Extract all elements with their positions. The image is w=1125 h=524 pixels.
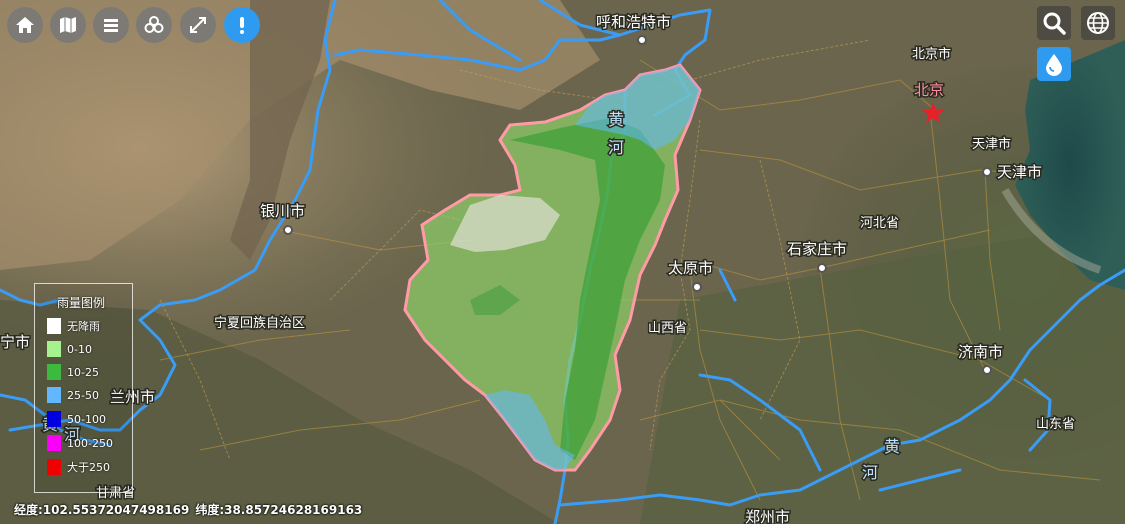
label-hebei: 河北省 — [860, 216, 899, 231]
southeast-plain — [640, 220, 1125, 524]
longitude-readout: 经度:102.55372047498169 — [14, 503, 190, 517]
coordinate-readout: 经度:102.55372047498169 纬度:38.8572462816916… — [14, 501, 368, 518]
legend-label: 大于250 — [67, 461, 110, 474]
bohai-sea — [1015, 40, 1125, 290]
legend-swatch — [47, 364, 61, 380]
legend-label: 50-100 — [67, 412, 106, 426]
legend-label: 无降雨 — [67, 320, 100, 333]
rainfall-button[interactable] — [1037, 47, 1071, 81]
city-marker-shijiazhuang — [817, 263, 827, 273]
label-river-yellow-1: 黄 — [608, 110, 624, 129]
legend-swatch — [47, 459, 61, 475]
heavy-rain-north — [575, 65, 700, 150]
legend-swatch — [47, 318, 61, 334]
rainfall-legend: 雨量图例 无降雨 0-10 10-25 25-50 50-100 100-250… — [34, 283, 133, 493]
rainfall-basin[interactable] — [403, 63, 702, 472]
no-rain-patch — [450, 195, 560, 252]
map-icon — [60, 17, 76, 33]
medium-rain-zone — [510, 118, 665, 460]
layers-icon — [104, 19, 118, 32]
legend-swatch — [47, 435, 61, 451]
layers-button[interactable] — [93, 7, 129, 43]
globe-icon — [1087, 12, 1109, 34]
globe-button[interactable] — [1081, 6, 1115, 40]
legend-swatch — [47, 411, 61, 427]
legend-item: 50-100 — [47, 411, 106, 427]
label-jinan: 济南市 — [958, 343, 1003, 361]
legend-item: 大于250 — [47, 459, 110, 475]
label-hohhot: 呼和浩特市 — [596, 13, 671, 31]
cluster-icon — [144, 16, 164, 33]
legend-swatch — [47, 341, 61, 357]
city-markers — [283, 35, 992, 375]
home-icon — [16, 17, 34, 33]
coast-haze — [1001, 187, 1102, 274]
mountain-area — [230, 0, 330, 260]
label-river-yellow-4: 河 — [862, 463, 878, 482]
legend-item: 10-25 — [47, 364, 99, 380]
desert-area-north — [0, 0, 600, 270]
label-river-yellow-3: 黄 — [884, 437, 900, 456]
label-yinchuan: 银川市 — [260, 202, 305, 220]
capital-star-icon — [922, 102, 944, 123]
home-button[interactable] — [7, 7, 43, 43]
label-tianjin: 天津市 — [997, 163, 1042, 181]
city-marker-tianjin — [982, 167, 992, 177]
legend-item: 100-250 — [47, 435, 113, 451]
alert-icon — [240, 17, 244, 34]
legend-label: 10-25 — [67, 365, 99, 379]
medium-rain-patch — [470, 285, 520, 315]
map-button[interactable] — [50, 7, 86, 43]
label-shijiazhuang: 石家庄市 — [787, 240, 847, 258]
city-marker-hohhot — [637, 35, 647, 45]
city-marker-taiyuan — [692, 282, 702, 292]
label-beijing: 北京 — [914, 81, 944, 99]
cluster-button[interactable] — [136, 7, 172, 43]
label-xining-fragment: 宁市 — [0, 333, 30, 351]
label-taiyuan: 太原市 — [668, 259, 713, 277]
rain-drop-icon — [1046, 54, 1062, 76]
southwest-mountains — [0, 300, 560, 524]
fullscreen-icon — [190, 17, 206, 33]
label-beijing-city: 北京市 — [912, 46, 951, 62]
legend-item: 25-50 — [47, 387, 99, 403]
legend-title: 雨量图例 — [57, 296, 106, 310]
legend-item: 0-10 — [47, 341, 92, 357]
city-marker-yinchuan — [283, 225, 293, 235]
search-button[interactable] — [1037, 6, 1071, 40]
label-shandong: 山东省 — [1036, 417, 1075, 432]
legend-swatch — [47, 387, 61, 403]
label-tianjin-city: 天津市 — [972, 136, 1011, 152]
city-marker-jinan — [982, 365, 992, 375]
latitude-readout: 纬度:38.85724628169163 — [195, 503, 363, 517]
map-labels: 呼和浩特市 北京市 北京 天津市 天津市 银川市 河北省 石家庄市 太原市 山西… — [0, 12, 1077, 524]
search-icon — [1043, 12, 1066, 35]
legend-item: 无降雨 — [47, 318, 100, 334]
road-network — [159, 59, 1101, 501]
label-shanxi: 山西省 — [648, 321, 687, 336]
label-river-yellow-6: 河 — [64, 425, 80, 444]
heavy-rain-south — [485, 390, 575, 470]
label-zhengzhou: 郑州市 — [745, 508, 790, 524]
label-ningxia: 宁夏回族自治区 — [214, 315, 305, 331]
alert-button[interactable] — [224, 7, 260, 43]
legend-label: 25-50 — [67, 388, 99, 402]
fullscreen-button[interactable] — [180, 7, 216, 43]
legend-label: 100-250 — [67, 436, 113, 450]
label-river-yellow-2: 河 — [608, 138, 624, 157]
legend-label: 0-10 — [67, 342, 92, 356]
label-gansu: 甘肃省 — [96, 486, 135, 501]
